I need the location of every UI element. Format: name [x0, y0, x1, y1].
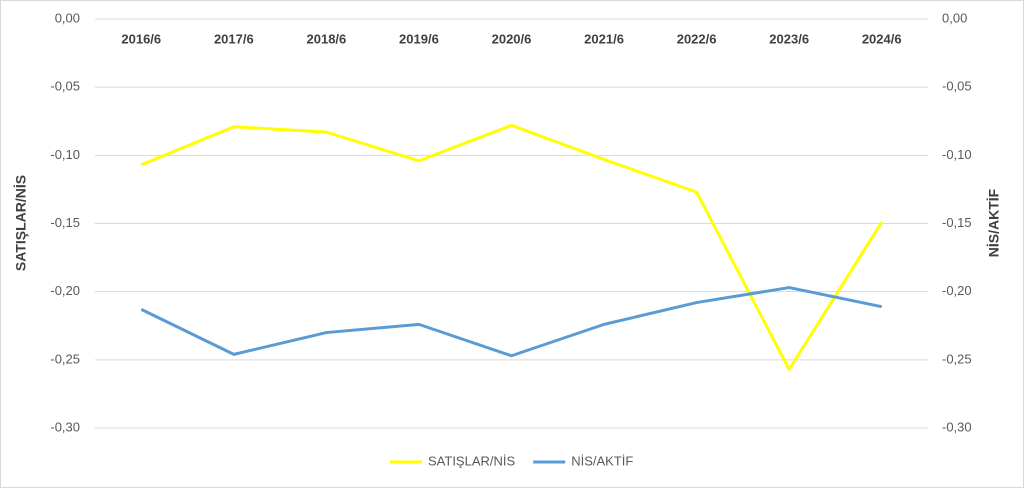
y-tick-label: -0,10: [50, 147, 80, 162]
x-tick-label: 2023/6: [769, 31, 809, 46]
legend-label: NİS/AKTİF: [571, 453, 633, 468]
legend-label: SATIŞLAR/NİS: [428, 453, 516, 468]
y2-axis-title: NİS/AKTİF: [986, 188, 1002, 257]
x-tick-label: 2024/6: [862, 31, 902, 46]
series-line: [140, 286, 883, 358]
y2-tick-label: -0,10: [942, 147, 972, 162]
x-tick-label: 2019/6: [399, 31, 439, 46]
x-tick-label: 2021/6: [584, 31, 624, 46]
x-tick-label: 2018/6: [307, 31, 347, 46]
y2-tick-label: 0,00: [942, 10, 967, 25]
x-tick-label: 2022/6: [677, 31, 717, 46]
y2-tick-label: -0,25: [942, 351, 972, 366]
y-tick-label: -0,20: [50, 283, 80, 298]
y2-tick-label: -0,05: [942, 79, 972, 94]
y-tick-label: -0,25: [50, 351, 80, 366]
y-axis-title: SATIŞLAR/NİS: [13, 175, 29, 271]
y2-tick-label: -0,20: [942, 283, 972, 298]
y2-tick-label: -0,15: [942, 215, 972, 230]
y2-tick-label: -0,30: [942, 419, 972, 434]
y-tick-label: -0,30: [50, 419, 80, 434]
x-tick-label: 2020/6: [492, 31, 532, 46]
x-tick-label: 2016/6: [121, 31, 161, 46]
series-line: [140, 123, 883, 371]
y-tick-label: -0,15: [50, 215, 80, 230]
y-tick-label: -0,05: [50, 79, 80, 94]
y-tick-label: 0,00: [55, 10, 80, 25]
x-tick-label: 2017/6: [214, 31, 254, 46]
